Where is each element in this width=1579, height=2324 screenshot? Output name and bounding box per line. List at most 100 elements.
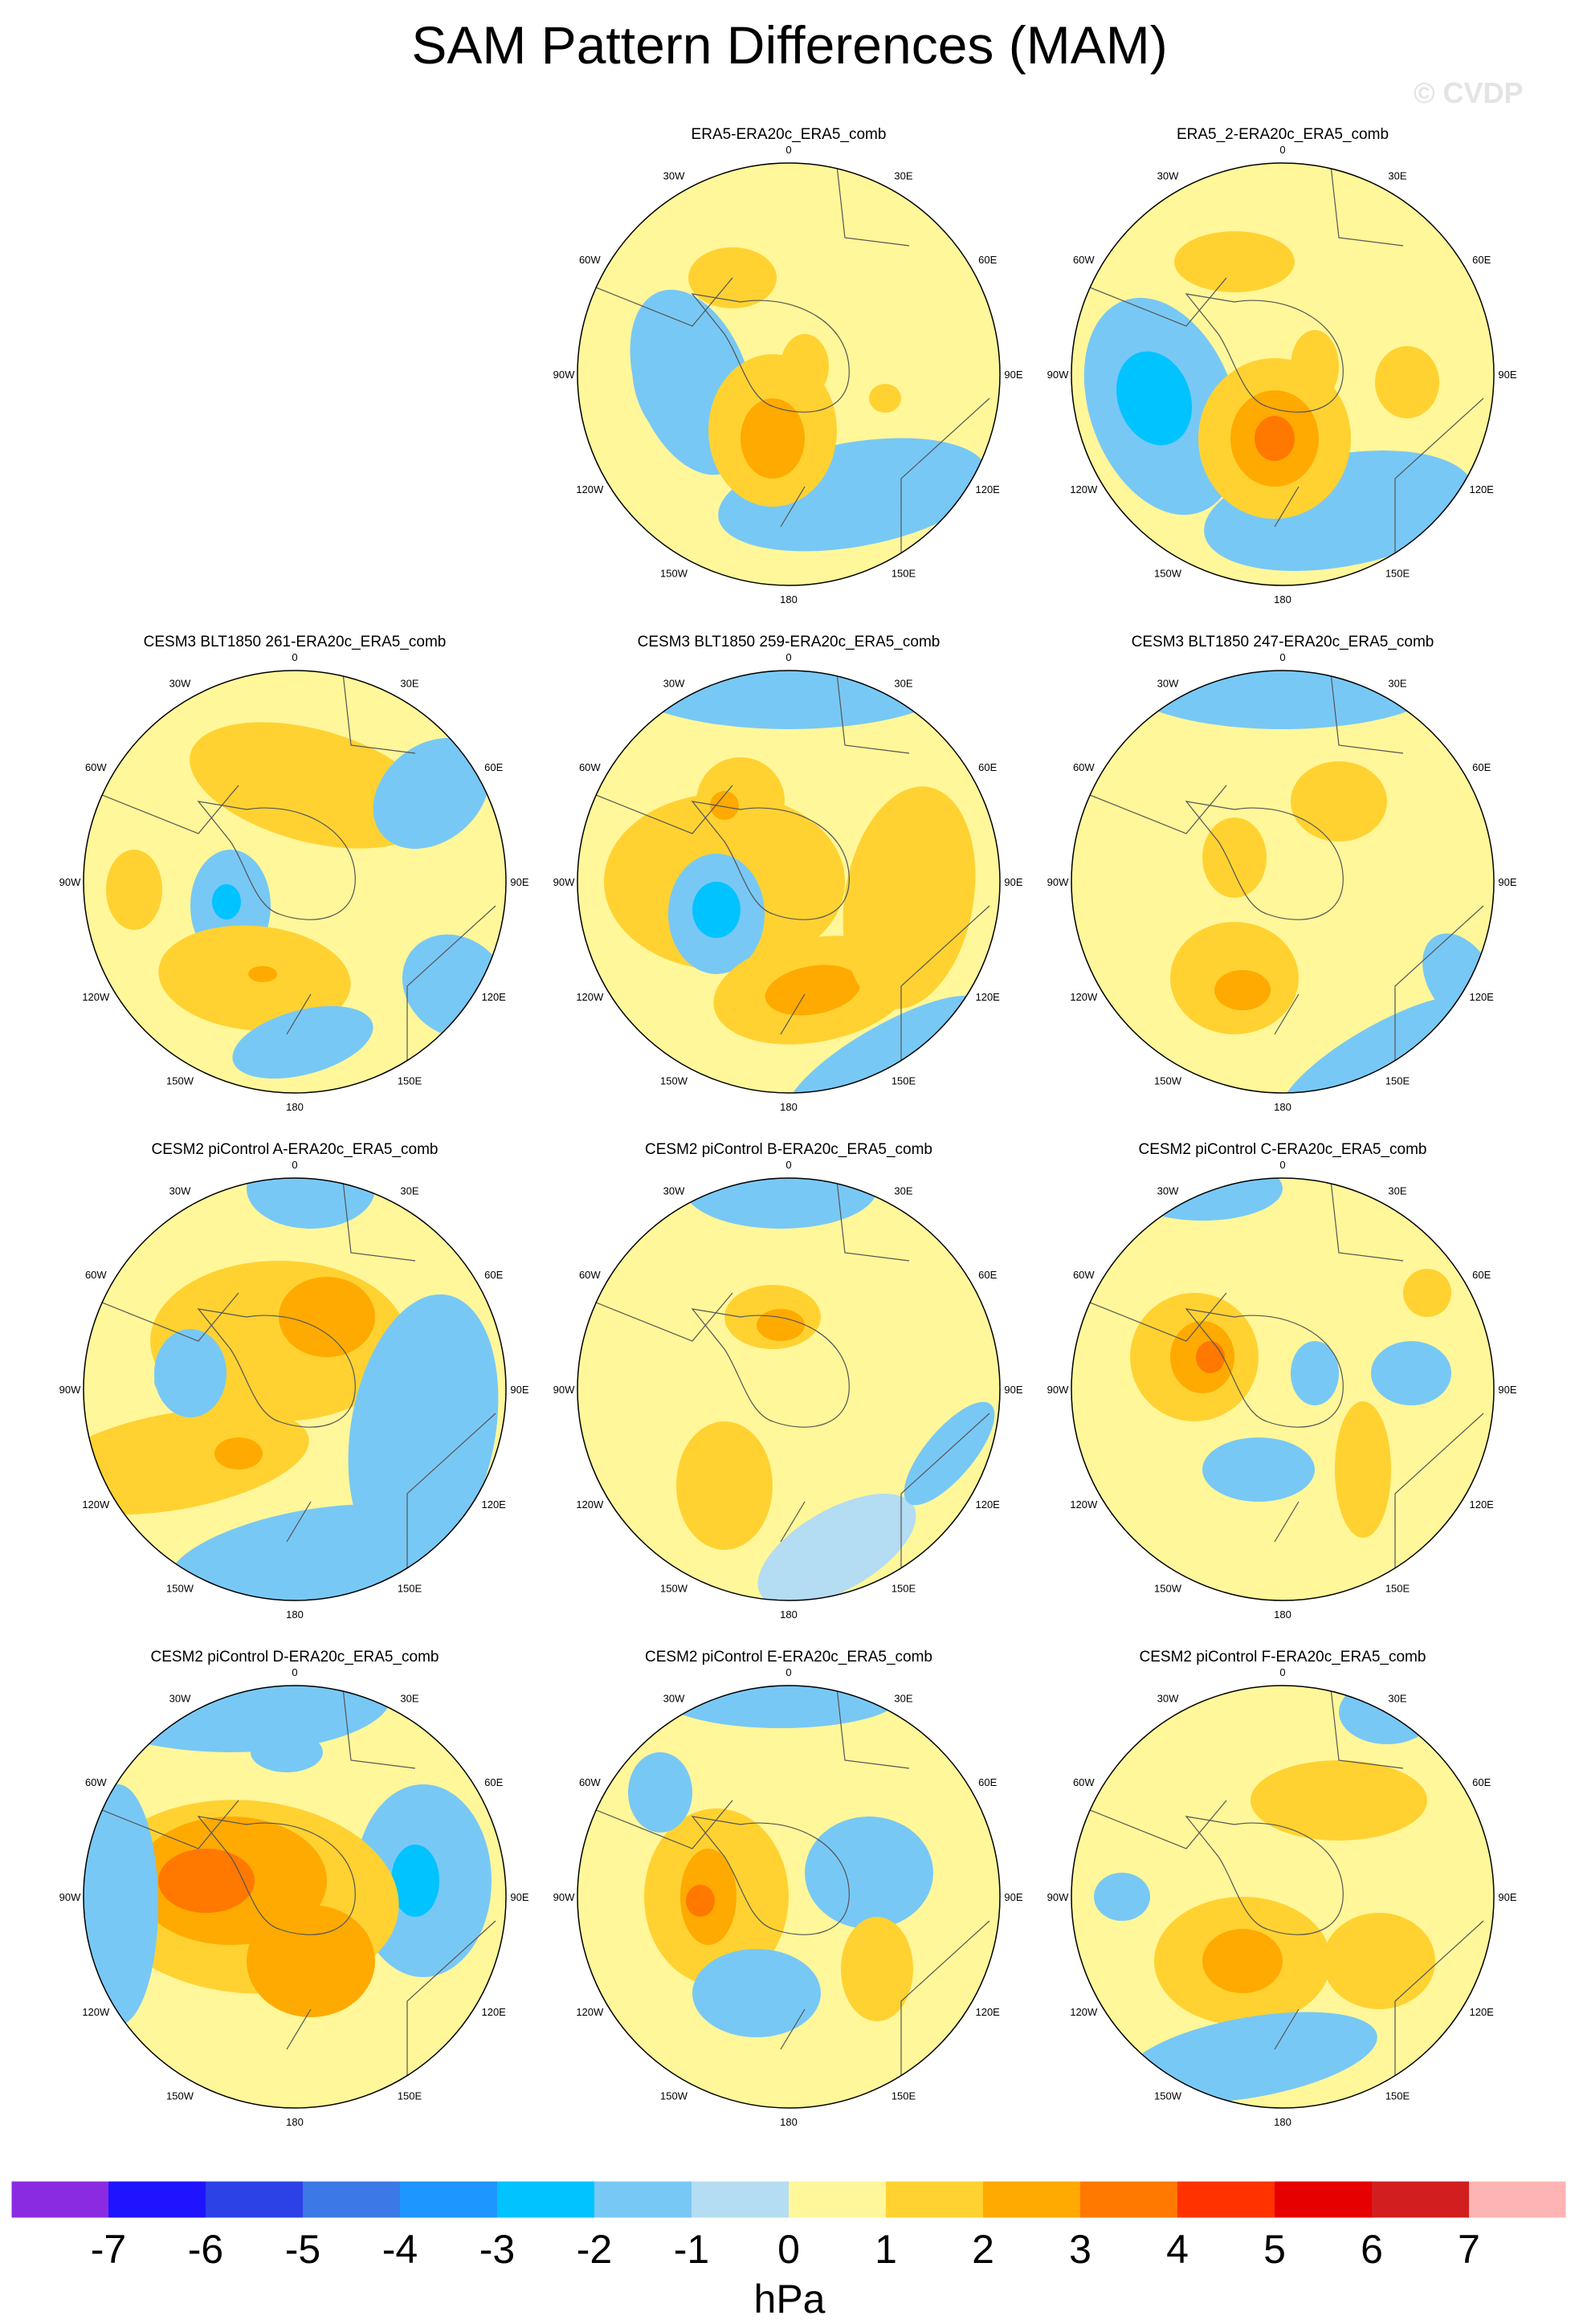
longitude-label: 60W [85,1776,107,1788]
contour-region [696,757,785,846]
contour-region [676,1421,773,1550]
contour-region [232,1005,373,1079]
coastline [691,801,850,920]
contour-region [84,1784,158,2025]
anomaly-field [1071,1686,1484,2103]
coastline [900,1413,990,1582]
contour-region [248,966,277,982]
colorbar-tick-label: -6 [188,2227,223,2272]
contour-region [1339,1686,1435,1744]
contour-region [741,398,805,479]
longitude-label: 90E [1498,369,1516,381]
colorbar: -7 -6 -5 -4 -3 -2 -1 0 1 2 3 4 5 6 7 hPa [10,2180,1567,2322]
longitude-label: 120W [82,991,110,1003]
coastline [286,993,312,1035]
longitude-label: 30E [894,1692,912,1704]
longitude-label: 150W [660,2090,688,2102]
longitude-label: 90W [553,369,575,381]
contour-region [247,1178,375,1229]
coastline [780,993,806,1035]
contour-region [1122,671,1443,729]
coastline [1394,398,1484,567]
coastline [1274,1501,1300,1543]
coastline [197,801,356,920]
colorbar-swatch [692,2181,789,2218]
anomaly-field [84,672,506,1079]
longitude-label: 60W [1073,761,1095,773]
contour-region [1335,1401,1391,1538]
contour-region [1124,2012,1377,2103]
coastline [836,672,910,754]
longitude-label: 120E [975,483,1000,495]
longitude-label: 120W [1070,2006,1098,2018]
contour-region [1291,330,1339,402]
coastline [406,1920,496,2090]
longitude-label: 180 [780,1608,798,1621]
coastline [577,1800,733,1849]
coastline [342,672,416,754]
colorbar-swatch [1080,2181,1177,2218]
contour-region [632,336,704,445]
longitude-label: 180 [780,593,798,605]
longitude-label: 60W [85,1269,107,1281]
coastline [1274,993,1300,1035]
longitude-label: 180 [1274,593,1291,605]
longitude-label: 150E [1385,1583,1410,1595]
longitude-label: 120W [576,2006,604,2018]
colorbar-tick-label: -1 [674,2227,709,2272]
longitude-label: 60E [978,1269,997,1281]
longitude-label: 90E [1498,876,1516,888]
longitude-label: 0 [785,1159,791,1171]
contour-region [251,1732,323,1772]
longitude-label: 0 [292,1666,297,1678]
longitude-label: 30E [400,1184,418,1197]
contour-region [692,1949,821,2037]
colorbar-tick-label: 7 [1458,2227,1480,2272]
coastline [1394,1413,1484,1582]
contour-region [190,722,432,849]
coastline [1071,277,1227,327]
longitude-label: 150W [660,568,688,580]
longitude-label: 120E [1469,1498,1494,1511]
coastline [197,1816,356,1935]
coastline [84,785,239,834]
longitude-label: 30E [1388,1184,1406,1197]
contour-region [391,1845,439,1917]
coastline [836,165,910,247]
longitude-label: 30W [169,1184,191,1197]
colorbar-tick-label: -5 [285,2227,320,2272]
longitude-label: 30E [894,169,912,181]
longitude-label: 30E [1388,677,1406,689]
longitude-label: 60W [579,254,601,266]
contour-region [1251,1760,1427,1841]
longitude-label: 150E [892,568,916,580]
longitude-label: 30E [1388,1692,1406,1704]
longitude-label: 30E [1388,169,1406,181]
map-outline [1071,162,1495,586]
longitude-label: 30W [663,1184,685,1197]
longitude-label: 90W [553,1891,575,1903]
longitude-label: 0 [785,144,791,156]
colorbar-swatch [497,2181,594,2218]
longitude-label: 90W [1047,1384,1069,1396]
longitude-label: 90W [553,1384,575,1396]
coastline [900,1920,990,2090]
longitude-label: 120W [576,483,604,495]
longitude-label: 90W [59,1891,81,1903]
longitude-label: 90E [1004,369,1022,381]
colorbar-swatch [789,2181,886,2218]
longitude-label: 180 [286,2116,304,2128]
longitude-label: 60E [1472,761,1491,773]
coastline [577,785,733,834]
longitude-label: 120E [1469,483,1494,495]
longitude-label: 150W [1154,1583,1182,1595]
contour-region [660,1686,901,1728]
coastline [1274,2008,1300,2050]
contour-region [765,964,861,1016]
contour-region [1323,1913,1435,2009]
longitude-label: 150E [398,2090,422,2102]
colorbar-tick-label: -4 [382,2227,418,2272]
map-outline [83,1177,507,1601]
